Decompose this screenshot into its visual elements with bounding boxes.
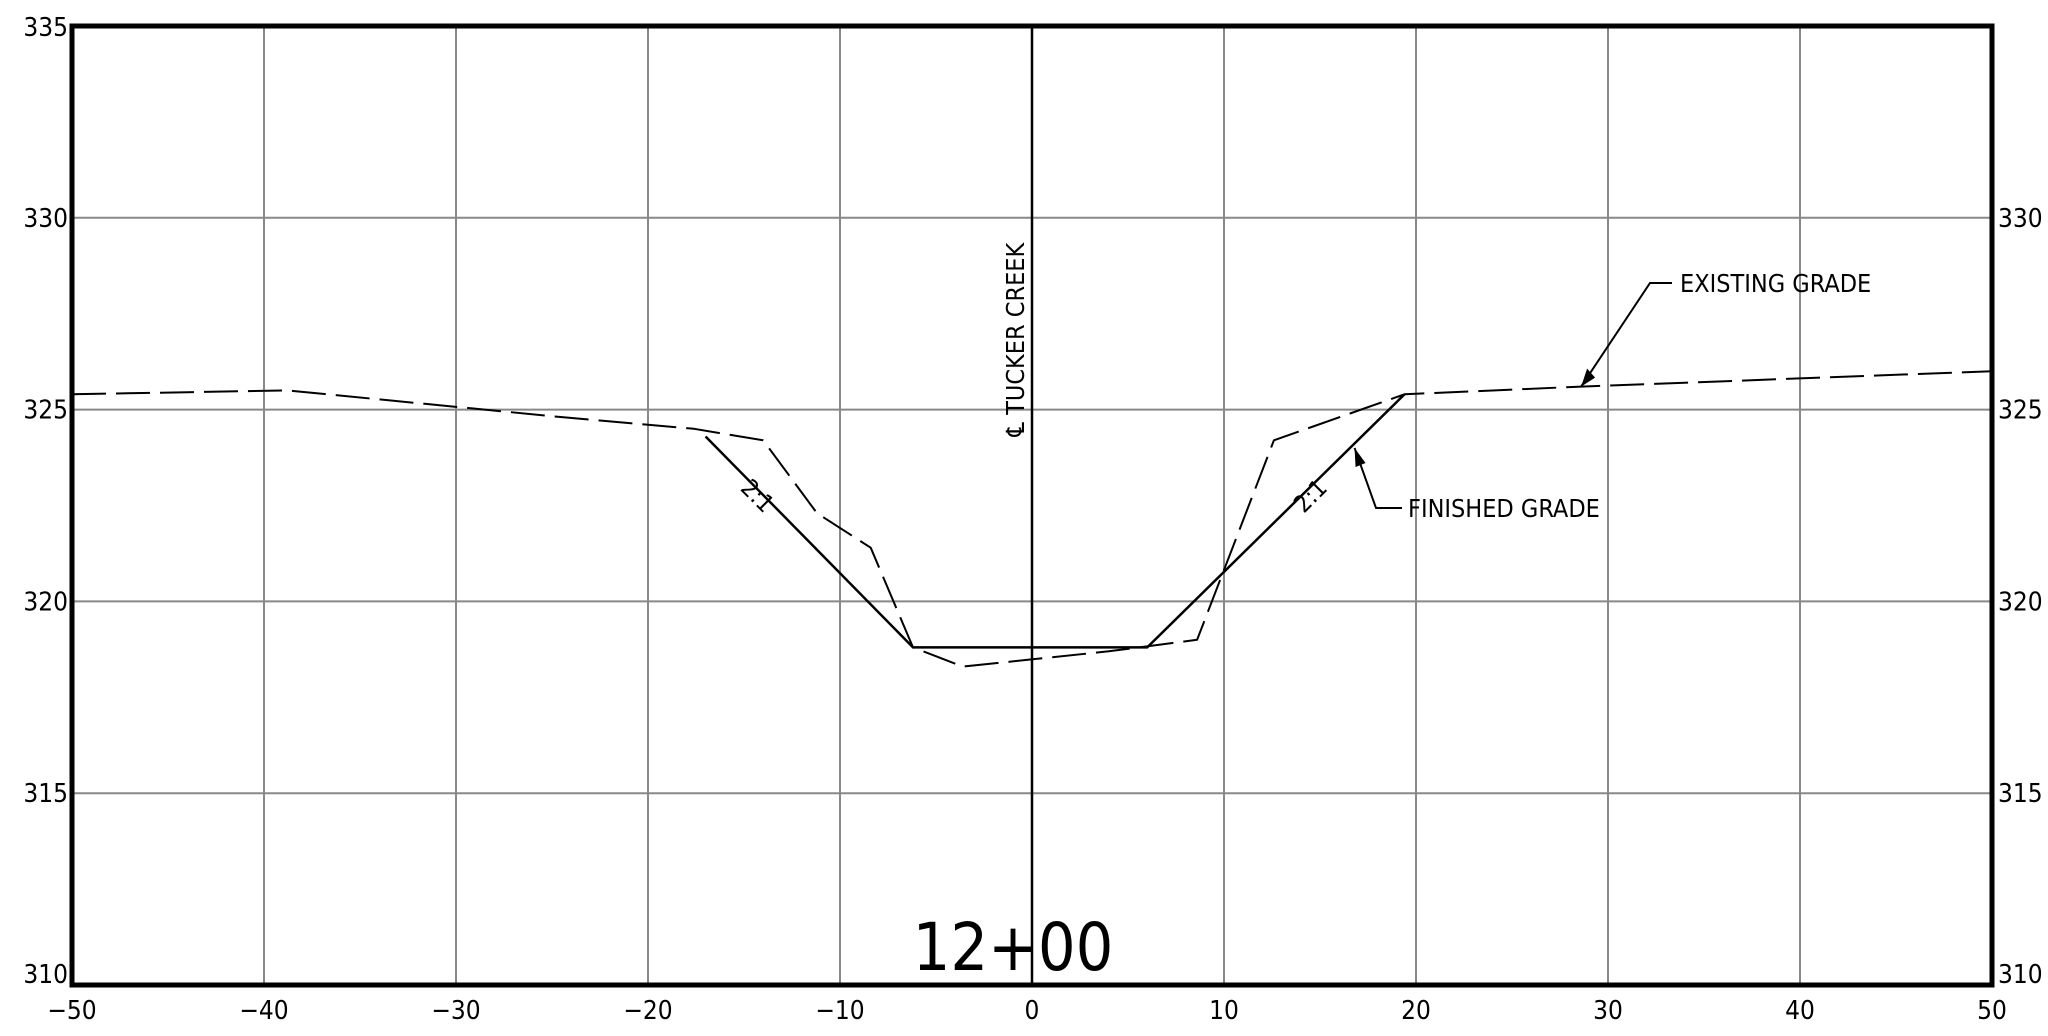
station-label: 12+00	[913, 909, 1114, 986]
finished-grade-label: FINISHED GRADE	[1408, 494, 1600, 523]
y-tick-label-right: 325	[1998, 396, 2043, 426]
y-tick-label-left: 320	[23, 587, 68, 617]
slope-label-right: 2:1	[1288, 474, 1332, 518]
series-lines	[71, 370, 1993, 668]
x-tick-label: −10	[815, 996, 864, 1026]
centerline-group: ℄ TUCKER CREEK	[1001, 26, 1034, 985]
y-tick-label-left: 335	[23, 13, 68, 43]
plot-frame-border	[69, 23, 1995, 988]
y-tick-label-left: 325	[23, 396, 68, 426]
x-tick-label: 0	[1025, 996, 1040, 1026]
y-tick-label-right: 315	[1998, 779, 2043, 809]
finished-grade-line	[704, 393, 1406, 649]
finished-grade-leader	[1353, 447, 1402, 509]
y-tick-label-left: 310	[23, 960, 68, 990]
existing-grade-label: EXISTING GRADE	[1680, 269, 1871, 298]
slope-label-left: 2:1	[735, 474, 779, 518]
x-tick-label: −30	[431, 996, 480, 1026]
x-tick-label: 30	[1593, 996, 1623, 1026]
x-tick-label: 50	[1977, 996, 2007, 1026]
tick-labels: −50 −40 −30 −20 −10 0 10 20 30 40 50 310 315 320 325 33…	[23, 13, 2042, 1026]
x-tick-label: −40	[239, 996, 288, 1026]
y-tick-label-right: 330	[1998, 204, 2043, 234]
x-tick-label: 10	[1209, 996, 1239, 1026]
existing-grade-arrowhead	[1581, 368, 1596, 387]
x-tick-label: −20	[623, 996, 672, 1026]
y-tick-label-left: 315	[23, 779, 68, 809]
y-tick-label-right: 310	[1998, 960, 2043, 990]
y-tick-label-right: 320	[1998, 587, 2043, 617]
plot-frame	[69, 23, 1995, 988]
annotations: 12+00 EXISTING GRADE FINISHED GRADE 2:1 2:1	[735, 269, 1871, 986]
y-tick-label-left: 330	[23, 204, 68, 234]
x-tick-label: 20	[1401, 996, 1431, 1026]
existing-grade-leader	[1580, 282, 1672, 388]
centerline-label: ℄ TUCKER CREEK	[1001, 241, 1030, 437]
x-tick-label: 40	[1785, 996, 1815, 1026]
x-tick-label: −50	[47, 996, 96, 1026]
finished-grade-arrowhead	[1354, 447, 1366, 467]
